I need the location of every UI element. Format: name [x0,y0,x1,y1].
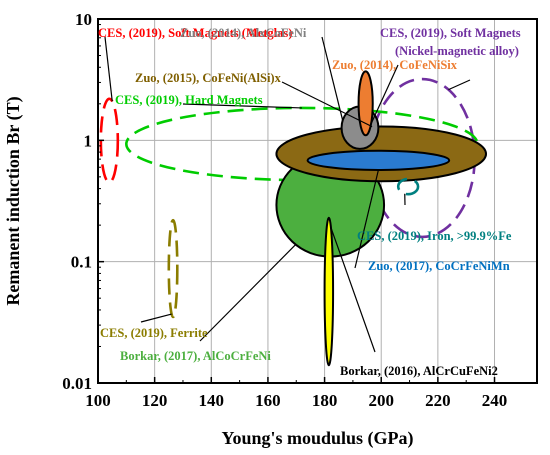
annotation-zuo-2015-cofeni-alsi-x: Zuo, (2015), CoFeNi(AlSi)x [135,71,282,85]
annotation-ces-2019-soft-magnets-metglas: CES, (2019), Soft Magnets (Metglas) [98,26,292,40]
x-tick-label: 160 [255,391,281,410]
leader-line [199,244,297,342]
x-tick-label: 140 [199,391,225,410]
leader-line [281,81,373,128]
y-tick-label: 1 [84,131,93,150]
annotation-zuo-2014-cofenisix: Zuo, (2014), CoFeNiSix [332,58,458,72]
leader-line [321,36,344,121]
x-tick-label: 220 [425,391,451,410]
x-tick-label: 120 [142,391,168,410]
annotation-zuo-2014-alxcofeni: Zuo, (2014), AlxCoFeNi [180,26,307,40]
leader-line [330,227,376,353]
x-tick-label: 200 [368,391,394,410]
leader-lines [104,36,471,353]
annotation-zuo-2017-cocrfenimn: Zuo, (2017), CoCrFeNiMn [368,259,510,273]
regions-layer [99,70,488,367]
y-axis-label: Remanent induction Br (T) [3,96,24,305]
leader-line [182,103,302,109]
annotation-borkar-2017-alcocrfeni: Borkar, (2017), AlCoCrFeNi [120,349,271,363]
region-zuo-2017-cocrfenimn [306,149,451,171]
y-tick-label: 0.1 [71,253,92,272]
annotation-ces-2019-ferrite: CES, (2019), Ferrite [100,326,208,340]
annotation-borkar-2016-alcrcufeni2: Borkar, (2016), AlCrCuFeNi2 [340,364,498,378]
annotation-ces-2019-soft-magnets: CES, (2019), Soft Magnets [380,26,521,40]
annotation-nickel-magnetic-alloy: (Nickel-magnetic alloy) [395,44,519,58]
annotation-ces-2019-hard-magnets: CES, (2019), Hard Magnets [115,93,263,107]
y-tick-label: 0.01 [62,374,92,393]
region-zuo-2014-cofenisix [357,70,374,137]
x-axis-label: Young's moudulus (GPa) [221,428,413,449]
y-tick-label: 10 [75,10,92,29]
leader-line [140,313,172,323]
annotations-layer: CES, (2019), Soft Magnets (Metglas)Zuo, … [98,26,521,378]
tick-labels: 100 120 140 160 180 200 220 240 0.01 0.1 1 10 [62,10,507,410]
region-ces-2019-iron-99-9-fe [396,177,420,196]
plot-frame [97,18,538,384]
x-tick-label: 100 [85,391,111,410]
leader-line [354,169,379,269]
annotation-ces-2019-iron-99-9-fe: CES, (2019), Iron, >99.9%Fe [357,229,512,243]
region-ces-2019-ferrite [167,218,179,319]
x-tick-label: 240 [482,391,508,410]
leader-line [370,64,399,125]
leader-line [104,36,113,102]
x-tick-label: 180 [312,391,338,410]
tick-marks [97,18,496,384]
leader-line [448,79,471,91]
region-borkar-2016-alcrcufeni2 [323,216,335,367]
